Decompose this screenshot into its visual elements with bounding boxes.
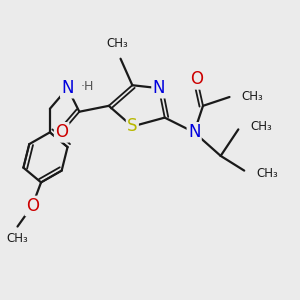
Text: CH₃: CH₃ [250, 120, 272, 133]
Text: O: O [26, 197, 39, 215]
Text: CH₃: CH₃ [7, 232, 28, 245]
Text: S: S [127, 117, 138, 135]
Text: O: O [190, 70, 204, 88]
Text: N: N [153, 79, 165, 97]
Text: N: N [61, 79, 74, 97]
Text: N: N [188, 123, 200, 141]
Text: CH₃: CH₃ [256, 167, 278, 180]
Text: CH₃: CH₃ [241, 91, 263, 103]
Text: O: O [55, 123, 68, 141]
Text: CH₃: CH₃ [107, 37, 128, 50]
Text: ·H: ·H [81, 80, 94, 93]
